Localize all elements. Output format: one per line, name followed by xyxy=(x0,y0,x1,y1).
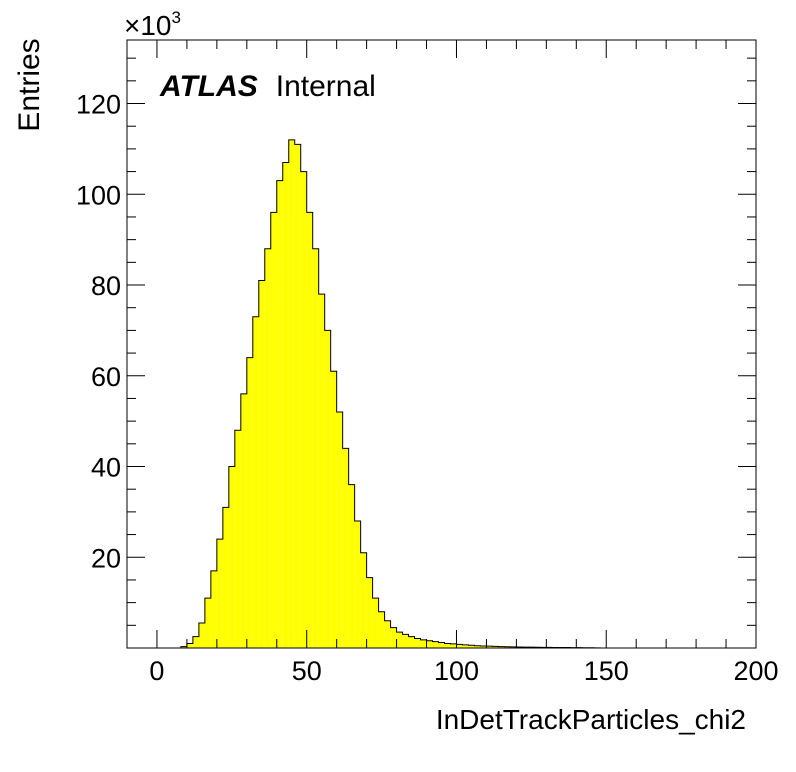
histogram-bar xyxy=(348,484,355,648)
histogram-bar xyxy=(330,371,337,648)
histogram-bar xyxy=(438,642,445,648)
y-tick-label: 20 xyxy=(91,543,121,573)
histogram-bar xyxy=(408,636,415,648)
y-tick-label: 120 xyxy=(76,90,121,120)
histogram-bar xyxy=(498,646,505,648)
x-tick-label: 0 xyxy=(149,656,164,686)
histogram-bar xyxy=(270,212,277,648)
histogram-bar xyxy=(366,577,373,648)
histogram-bar xyxy=(372,598,379,648)
histogram-bar xyxy=(180,646,187,648)
histogram-bars xyxy=(180,139,601,649)
histogram-bar xyxy=(246,357,253,648)
histogram-bar xyxy=(342,448,349,648)
histogram-bar xyxy=(318,294,325,648)
histogram-bar xyxy=(426,640,433,648)
histogram-bar xyxy=(468,645,475,648)
y-tick-label: 40 xyxy=(91,453,121,483)
histogram-bar xyxy=(222,507,229,648)
y-axis-title: Entries xyxy=(13,38,46,132)
histogram-bar xyxy=(312,248,319,648)
histogram-bar xyxy=(210,570,217,648)
histogram-bar xyxy=(186,643,193,648)
histogram-bar xyxy=(510,646,517,648)
histogram-bar xyxy=(258,280,265,648)
histogram-bar xyxy=(450,643,457,648)
histogram-bar xyxy=(300,171,307,648)
histogram-bar xyxy=(306,212,313,648)
histogram-bar xyxy=(384,620,391,648)
histogram-bar xyxy=(504,646,511,648)
x-tick-label: 50 xyxy=(292,656,322,686)
x-axis-title: InDetTrackParticles_chi2 xyxy=(435,704,746,735)
y-multiplier-base: ×10 xyxy=(124,10,172,41)
y-multiplier-exponent: 3 xyxy=(171,8,181,27)
plot-frame xyxy=(126,39,757,649)
x-tick-label: 100 xyxy=(434,656,479,686)
histogram-bar xyxy=(444,643,451,648)
histogram-bar xyxy=(192,636,199,648)
histogram-bar xyxy=(198,623,205,648)
histogram-bar xyxy=(378,611,385,648)
y-tick-label: 100 xyxy=(76,180,121,210)
histogram-bar xyxy=(354,520,361,648)
histogram-bar xyxy=(396,632,403,648)
atlas-status-label: Internal xyxy=(275,70,376,103)
histogram-bar xyxy=(492,646,499,648)
histogram-bar xyxy=(480,645,487,648)
histogram-bar xyxy=(294,144,301,648)
histogram-bar xyxy=(234,430,241,648)
histogram-bar xyxy=(264,248,271,648)
axis-ticks xyxy=(127,40,757,649)
histogram-bar xyxy=(204,598,211,648)
histogram-bar xyxy=(276,180,283,648)
atlas-experiment-label: ATLAS xyxy=(160,70,258,103)
histogram-bar xyxy=(336,412,343,648)
histogram-bar xyxy=(456,644,463,648)
histogram-bar xyxy=(432,641,439,648)
histogram-bar xyxy=(486,646,493,648)
histogram-bar xyxy=(324,330,331,648)
histogram-bar xyxy=(240,393,247,648)
histogram-bar xyxy=(390,627,397,648)
histogram-bar xyxy=(474,645,481,648)
histogram-bar xyxy=(252,316,259,648)
y-tick-label: 60 xyxy=(91,362,121,392)
axis-tick-labels: 0 50 100 150 200 20 40 60 80 100 120 xyxy=(76,90,779,686)
histogram-bar xyxy=(228,466,235,648)
y-multiplier-label: ×103 xyxy=(124,8,181,42)
histogram-bar xyxy=(462,644,469,648)
histogram-bar xyxy=(216,539,223,648)
atlas-label: ATLAS Internal xyxy=(160,70,376,104)
x-tick-label: 200 xyxy=(733,656,778,686)
y-tick-label: 80 xyxy=(91,271,121,301)
histogram-bar xyxy=(282,162,289,649)
histogram-bar xyxy=(360,552,367,648)
histogram-bar xyxy=(414,638,421,648)
histogram-bar xyxy=(288,139,295,648)
x-tick-label: 150 xyxy=(584,656,629,686)
histogram-bar xyxy=(402,634,409,648)
histogram-bar xyxy=(420,639,427,648)
